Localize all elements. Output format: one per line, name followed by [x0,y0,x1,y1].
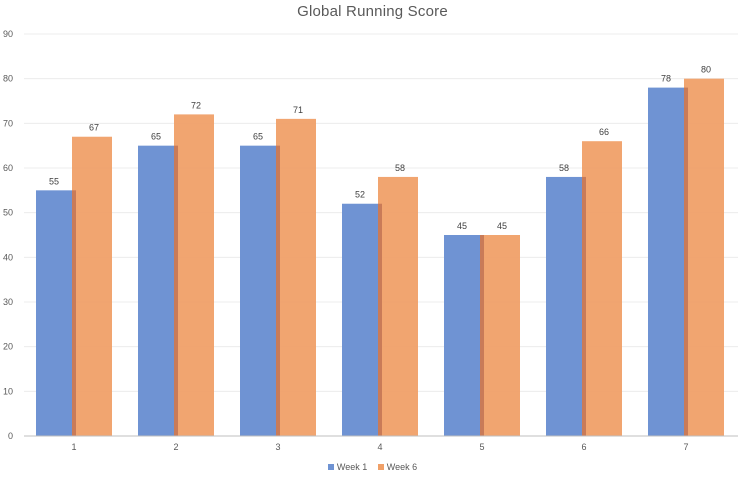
bar-week1[interactable] [342,203,382,436]
x-tick-label: 6 [581,442,586,452]
data-label-week6: 58 [395,163,405,173]
y-tick-label: 40 [3,252,13,262]
data-label-week6: 71 [293,105,303,115]
bar-week6[interactable] [582,141,622,436]
x-tick-label: 5 [479,442,484,452]
data-label-week1: 65 [151,132,161,142]
data-labels: 55 67 65 72 65 71 52 58 45 45 58 66 78 80 [49,65,711,231]
data-label-week1: 78 [661,74,671,84]
bar-overlap [582,176,586,436]
legend-swatch-week6 [377,464,384,470]
bar-week1[interactable] [648,87,688,436]
bar-week6[interactable] [72,136,112,436]
bar-week6[interactable] [174,114,214,437]
bar-overlap [276,145,280,436]
y-tick-label: 60 [3,163,13,173]
legend-label-week6: Week 6 [386,462,418,472]
bar-overlap [174,145,178,436]
data-label-week1: 58 [559,163,569,173]
bar-week6[interactable] [378,176,418,436]
bar-week6[interactable] [480,235,520,436]
y-tick-label: 50 [3,208,13,218]
legend: Week 1 Week 6 [0,462,745,472]
data-label-week1: 55 [49,176,59,186]
bars [36,78,724,437]
x-tick-label: 1 [71,442,76,452]
y-tick-label: 10 [3,386,13,396]
bar-overlap [480,235,484,436]
x-tick-label: 3 [275,442,280,452]
bar-overlap [72,190,76,436]
data-label-week6: 72 [191,100,201,110]
bar-week6[interactable] [684,78,724,437]
data-label-week6: 80 [701,65,711,75]
y-tick-label: 20 [3,342,13,352]
bar-week1[interactable] [546,176,586,436]
bar-week1[interactable] [240,145,280,436]
data-label-week1: 65 [253,132,263,142]
legend-swatch-week1 [327,464,334,470]
legend-item-week6[interactable]: Week 6 [377,462,418,472]
legend-label-week1: Week 1 [336,462,368,472]
y-tick-label: 30 [3,297,13,307]
y-tick-label: 80 [3,74,13,84]
y-axis: 0 10 20 30 40 50 60 70 80 90 [3,29,13,441]
bar-overlap [684,87,688,436]
bar-week1[interactable] [444,235,484,436]
chart-title: Global Running Score [297,3,448,20]
bar-week6[interactable] [276,118,316,436]
y-tick-label: 70 [3,118,13,128]
bar-week1[interactable] [36,190,76,436]
data-label-week6: 45 [497,221,507,231]
x-tick-label: 4 [377,442,382,452]
y-tick-label: 0 [8,431,13,441]
data-label-week6: 66 [599,127,609,137]
bar-week1[interactable] [138,145,178,436]
legend-item-week1[interactable]: Week 1 [327,462,368,472]
x-axis: 1 2 3 4 5 6 7 [24,435,738,452]
data-label-week1: 52 [355,190,365,200]
y-tick-label: 90 [3,29,13,39]
x-tick-label: 7 [683,442,688,452]
data-label-week1: 45 [457,221,467,231]
x-tick-label: 2 [173,442,178,452]
data-label-week6: 67 [89,123,99,133]
bar-overlap [378,203,382,436]
